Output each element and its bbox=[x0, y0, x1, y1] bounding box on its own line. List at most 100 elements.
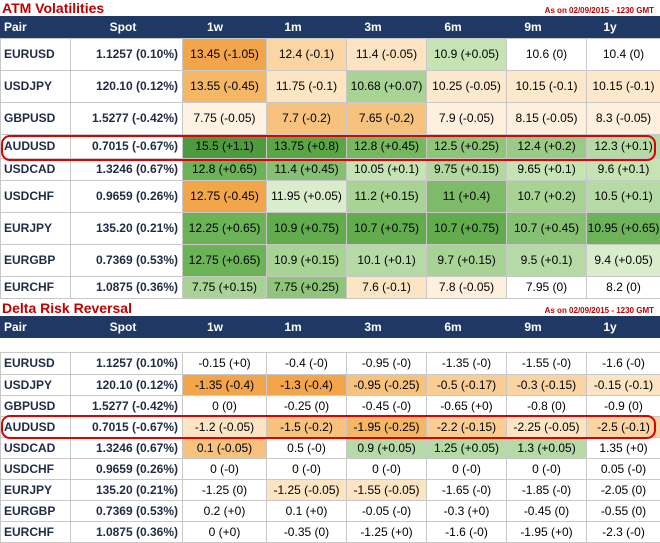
value-cell: 0 (-0) bbox=[507, 459, 587, 480]
value-cell: 8.2 (0) bbox=[587, 277, 660, 299]
value-cell: 7.75 (+0.15) bbox=[183, 277, 267, 299]
value-cell: 13.55 (-0.45) bbox=[183, 71, 267, 103]
value-cell: 1.25 (+0.05) bbox=[427, 438, 507, 459]
value-cell: 0 (-0) bbox=[183, 459, 267, 480]
pair-cell: EURGBP bbox=[1, 245, 71, 277]
header-pair: Pair bbox=[4, 320, 64, 334]
value-cell: 0 (0) bbox=[183, 396, 267, 417]
value-cell: 11 (+0.4) bbox=[427, 181, 507, 213]
value-cell: -1.25 (0) bbox=[183, 480, 267, 501]
pair-cell: USDCAD bbox=[1, 159, 71, 181]
pair-cell: EURJPY bbox=[1, 480, 71, 501]
header-3m: 3m bbox=[348, 320, 398, 334]
value-cell: -1.25 (-0.05) bbox=[267, 480, 347, 501]
spot-cell: 1.3246 (0.67%) bbox=[71, 159, 183, 181]
value-cell: -2.5 (-0.1) bbox=[587, 417, 660, 438]
spot-cell: 1.0875 (0.36%) bbox=[71, 277, 183, 299]
header-3m: 3m bbox=[348, 20, 398, 34]
header-9m: 9m bbox=[508, 20, 558, 34]
spot-cell: 1.5277 (-0.42%) bbox=[71, 103, 183, 135]
spot-cell: 1.5277 (-0.42%) bbox=[71, 396, 183, 417]
spot-cell: 0.9659 (0.26%) bbox=[71, 459, 183, 480]
value-cell: 9.7 (+0.15) bbox=[427, 245, 507, 277]
value-cell: -1.85 (-0) bbox=[507, 480, 587, 501]
value-cell: -1.35 (-0.4) bbox=[183, 375, 267, 396]
value-cell: 11.75 (-0.1) bbox=[267, 71, 347, 103]
value-cell: -0.15 (+0) bbox=[183, 353, 267, 375]
value-cell: 0.5 (-0) bbox=[267, 438, 347, 459]
value-cell: 7.65 (-0.2) bbox=[347, 103, 427, 135]
value-cell: 9.5 (+0.1) bbox=[507, 245, 587, 277]
header-1w: 1w bbox=[190, 20, 240, 34]
value-cell: -0.45 (0) bbox=[507, 501, 587, 522]
atm-asof: As on 02/09/2015 - 1230 GMT bbox=[545, 6, 654, 15]
value-cell: 12.25 (+0.65) bbox=[183, 213, 267, 245]
pair-cell: USDCHF bbox=[1, 459, 71, 480]
header-1w: 1w bbox=[190, 320, 240, 334]
value-cell: -0.35 (0) bbox=[267, 522, 347, 543]
value-cell: 10.7 (+0.75) bbox=[347, 213, 427, 245]
value-cell: -1.35 (-0) bbox=[427, 353, 507, 375]
spot-cell: 120.10 (0.12%) bbox=[71, 71, 183, 103]
value-cell: -0.4 (-0) bbox=[267, 353, 347, 375]
spot-cell: 0.7369 (0.53%) bbox=[71, 245, 183, 277]
spot-cell: 1.1257 (0.10%) bbox=[71, 39, 183, 71]
value-cell: -2.25 (-0.05) bbox=[507, 417, 587, 438]
value-cell: -2.3 (-0) bbox=[587, 522, 660, 543]
value-cell: 9.75 (+0.15) bbox=[427, 159, 507, 181]
pair-cell: EURCHF bbox=[1, 522, 71, 543]
value-cell: 12.75 (-0.45) bbox=[183, 181, 267, 213]
value-cell: -1.25 (+0) bbox=[347, 522, 427, 543]
value-cell: 15.5 (+1.1) bbox=[183, 135, 267, 159]
header-1m: 1m bbox=[268, 20, 318, 34]
pair-cell: EURUSD bbox=[1, 353, 71, 375]
value-cell: -1.5 (-0.2) bbox=[267, 417, 347, 438]
value-cell: 10.6 (0) bbox=[507, 39, 587, 71]
rr-title: Delta Risk Reversal bbox=[2, 300, 132, 316]
value-cell: 10.25 (-0.05) bbox=[427, 71, 507, 103]
value-cell: 10.5 (+0.1) bbox=[587, 181, 660, 213]
pair-cell: GBPUSD bbox=[1, 103, 71, 135]
value-cell: 11.4 (+0.45) bbox=[267, 159, 347, 181]
value-cell: 12.75 (+0.65) bbox=[183, 245, 267, 277]
value-cell: -0.95 (-0.25) bbox=[347, 375, 427, 396]
header-9m: 9m bbox=[508, 320, 558, 334]
atm-title: ATM Volatilities bbox=[2, 0, 104, 16]
value-cell: 12.4 (+0.2) bbox=[507, 135, 587, 159]
spot-cell: 120.10 (0.12%) bbox=[71, 375, 183, 396]
header-1y: 1y bbox=[585, 20, 635, 34]
header-spot: Spot bbox=[98, 20, 148, 34]
value-cell: -1.95 (+0) bbox=[507, 522, 587, 543]
value-cell: 11.2 (+0.15) bbox=[347, 181, 427, 213]
value-cell: 10.7 (+0.45) bbox=[507, 213, 587, 245]
value-cell: 0 (-0) bbox=[427, 459, 507, 480]
rr-asof: As on 02/09/2015 - 1230 GMT bbox=[545, 306, 654, 315]
spot-cell: 0.7015 (-0.67%) bbox=[71, 135, 183, 159]
value-cell: -1.2 (-0.05) bbox=[183, 417, 267, 438]
value-cell: -1.3 (-0.4) bbox=[267, 375, 347, 396]
spot-cell: 135.20 (0.21%) bbox=[71, 213, 183, 245]
value-cell: 8.15 (-0.05) bbox=[507, 103, 587, 135]
value-cell: 10.9 (+0.05) bbox=[427, 39, 507, 71]
value-cell: 7.9 (-0.05) bbox=[427, 103, 507, 135]
value-cell: 9.4 (+0.05) bbox=[587, 245, 660, 277]
value-cell: 10.1 (+0.1) bbox=[347, 245, 427, 277]
value-cell: -0.8 (0) bbox=[507, 396, 587, 417]
pair-cell: USDCHF bbox=[1, 181, 71, 213]
value-cell: -1.95 (-0.25) bbox=[347, 417, 427, 438]
value-cell: 1.35 (+0) bbox=[587, 438, 660, 459]
value-cell: 12.5 (+0.25) bbox=[427, 135, 507, 159]
spot-cell: 0.7369 (0.53%) bbox=[71, 501, 183, 522]
